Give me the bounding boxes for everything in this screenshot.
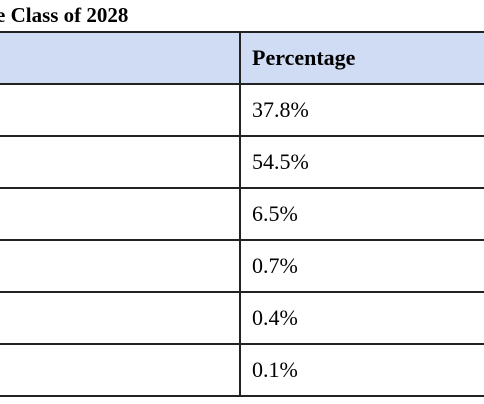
row-label-cell [0, 291, 241, 345]
percentage-cell: 6.5% [239, 187, 484, 241]
table-header-row: Percentage [0, 31, 484, 85]
percentage-cell: 54.5% [239, 135, 484, 189]
table-row: 0.4% [0, 291, 484, 345]
row-label-cell [0, 343, 241, 397]
table-row: 0.1% [0, 343, 484, 397]
percentage-cell: 0.1% [239, 343, 484, 397]
table-row: 6.5% [0, 187, 484, 241]
column-header-label [0, 31, 241, 85]
row-label-cell [0, 187, 241, 241]
table-caption: e Class of 2028 [0, 3, 129, 27]
percentage-cell: 37.8% [239, 83, 484, 137]
percentage-cell: 0.7% [239, 239, 484, 293]
table-row: 37.8% [0, 83, 484, 137]
row-label-cell [0, 135, 241, 189]
percentage-table: Percentage 37.8% 54.5% 6.5% 0.7% 0.4% 0.… [0, 31, 484, 397]
percentage-cell: 0.4% [239, 291, 484, 345]
row-label-cell [0, 239, 241, 293]
column-header-percentage: Percentage [239, 31, 484, 85]
table-row: 0.7% [0, 239, 484, 293]
row-label-cell [0, 83, 241, 137]
table-row: 54.5% [0, 135, 484, 189]
